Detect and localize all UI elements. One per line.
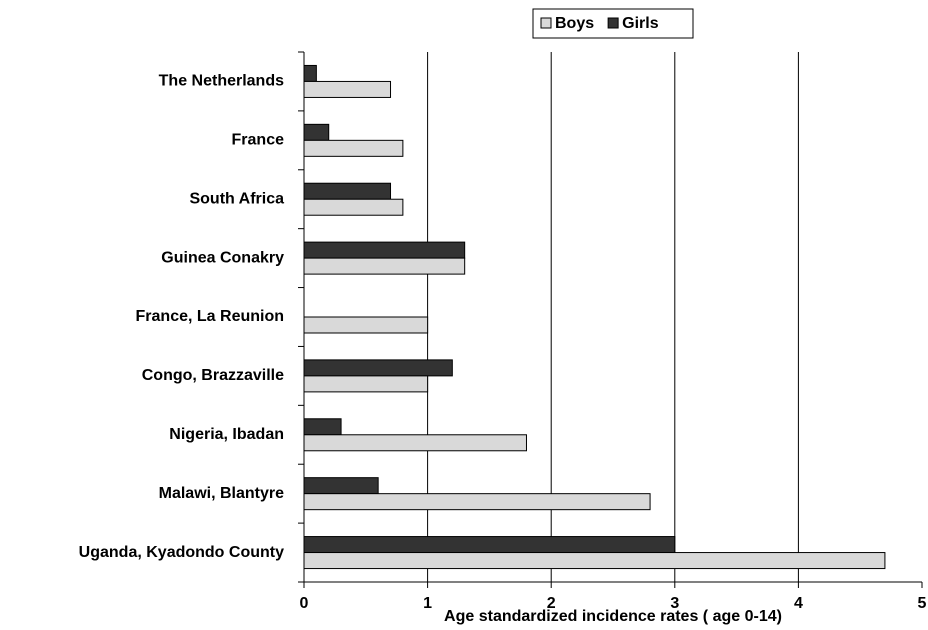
legend-label: Boys	[555, 15, 594, 32]
y-tick-label: Uganda, Kyadondo County	[79, 544, 284, 561]
bar	[303, 241, 466, 259]
bar	[303, 64, 317, 82]
bar	[303, 316, 429, 334]
x-tick-label: 2	[547, 595, 556, 612]
bar	[303, 418, 342, 436]
bar	[303, 552, 886, 570]
bar	[303, 477, 379, 495]
x-tick-label: 0	[300, 595, 309, 612]
bar	[303, 359, 453, 377]
bar	[303, 182, 392, 200]
y-tick-label: Congo, Brazzaville	[142, 367, 284, 384]
bar	[303, 493, 651, 511]
legend-label: Girls	[622, 15, 659, 32]
y-tick-label: France	[232, 132, 285, 149]
legend-swatch	[540, 17, 552, 29]
y-tick-label: Guinea Conakry	[161, 249, 284, 266]
x-tick-label: 4	[794, 595, 803, 612]
bar	[303, 375, 429, 393]
bar	[303, 123, 330, 141]
bar	[303, 198, 404, 216]
bar	[303, 536, 676, 554]
y-tick-label: France, La Reunion	[136, 308, 284, 325]
x-axis-label: Age standardized incidence rates ( age 0…	[444, 608, 782, 625]
y-tick-label: Nigeria, Ibadan	[169, 426, 284, 443]
x-tick-label: 5	[918, 595, 927, 612]
bar	[303, 257, 466, 275]
y-tick-label: South Africa	[189, 190, 284, 207]
legend-swatch	[607, 17, 619, 29]
x-tick-label: 1	[423, 595, 432, 612]
bar	[303, 434, 527, 452]
x-tick-label: 3	[670, 595, 679, 612]
y-tick-label: Malawi, Blantyre	[159, 485, 284, 502]
bar	[303, 139, 404, 157]
y-tick-label: The Netherlands	[159, 73, 284, 90]
bar	[303, 80, 392, 98]
